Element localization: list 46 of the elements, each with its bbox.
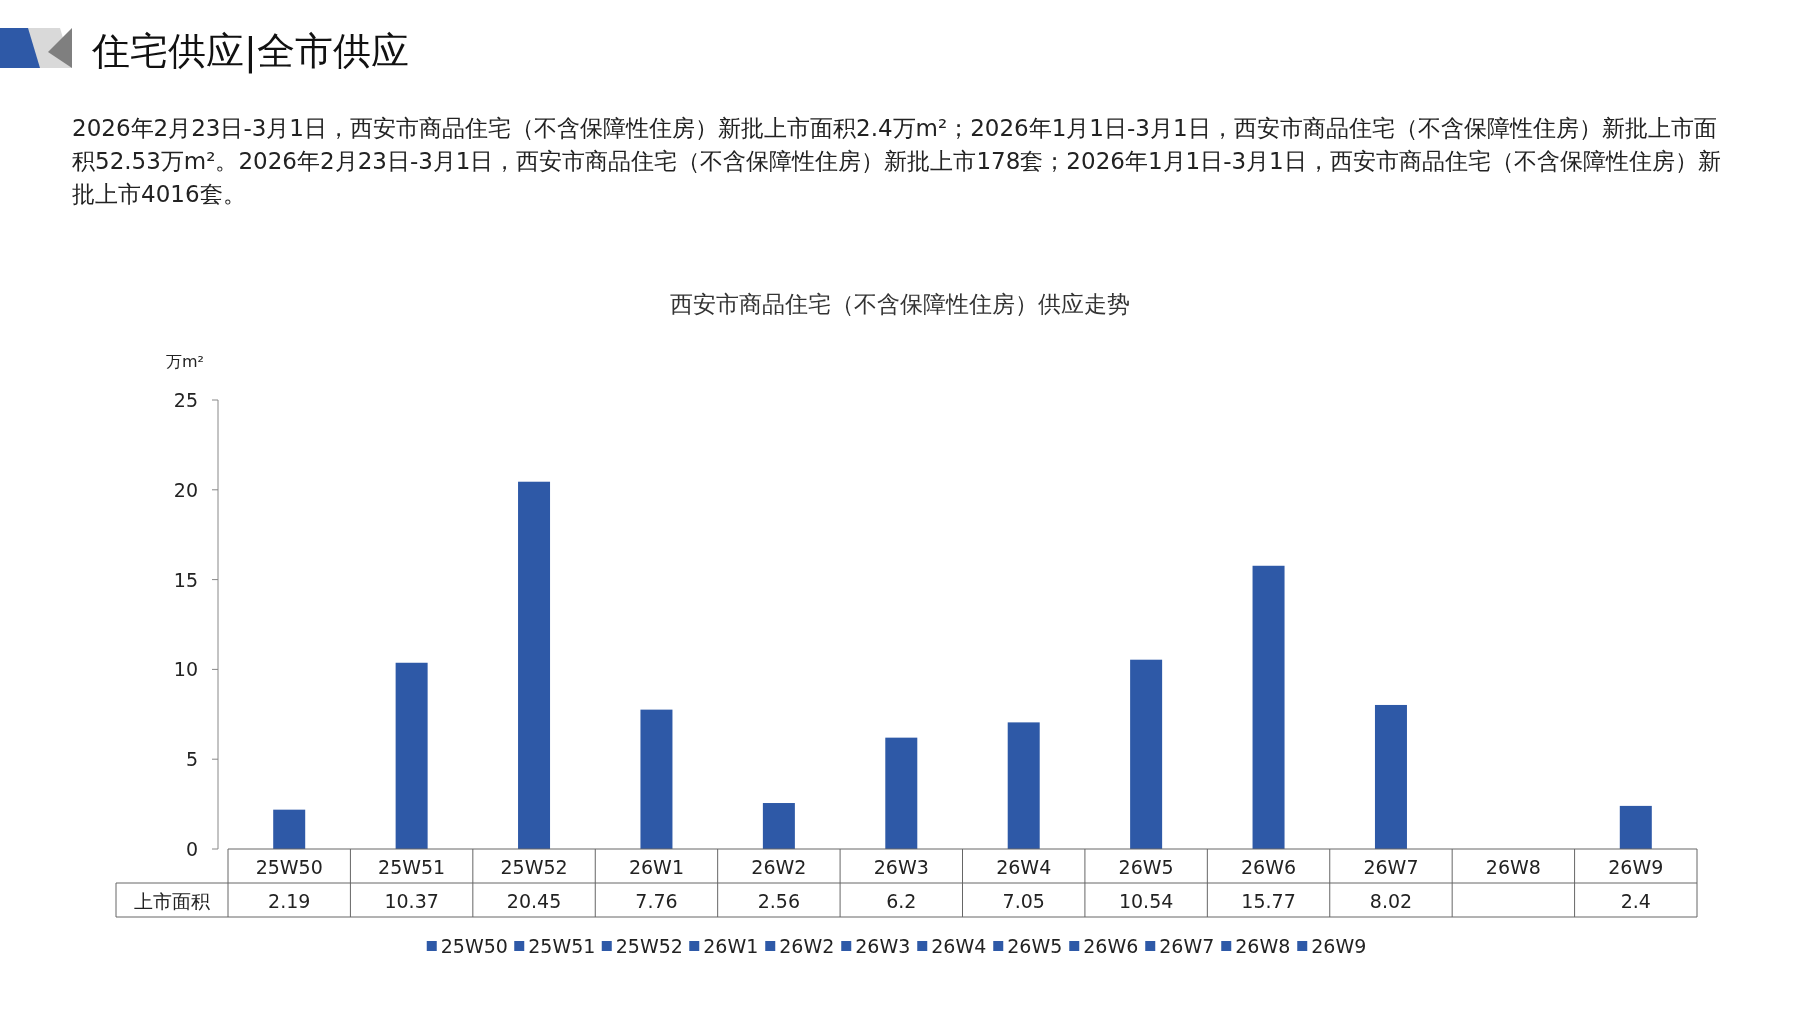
- category-label: 26W9: [1311, 935, 1367, 957]
- text: 上市面积: [134, 890, 210, 912]
- x-tick-label: 26W6: [1241, 856, 1297, 878]
- data-label: 6.2: [886, 890, 917, 912]
- data-label: 2.56: [757, 890, 801, 912]
- category-label: 26W8: [1235, 935, 1291, 957]
- data-label: 2.4: [1620, 890, 1651, 912]
- data-label: 10.54: [1118, 890, 1174, 912]
- x-tick-label: 26W7: [1363, 856, 1419, 878]
- y-tick-label: 10: [173, 658, 198, 681]
- x-tick-label: 25W50: [255, 856, 323, 878]
- y-tick-label: 25: [173, 389, 198, 411]
- x-tick-label: 25W51: [378, 856, 446, 878]
- x-tick-label: 26W4: [996, 856, 1052, 878]
- category-label: 26W5: [1007, 935, 1063, 957]
- data-label: 2.19: [268, 890, 311, 912]
- y-tick-label: 0: [185, 838, 198, 860]
- x-tick-label: 25W52: [500, 856, 568, 878]
- data-label: 15.77: [1241, 890, 1296, 912]
- x-tick-label: 26W5: [1118, 856, 1174, 878]
- text: 2026年2月23日-3月1日，西安市商品住宅（不含保障性住房）新批上市面积2.4万m²；2026年1月1日-3月1日，西安市商品住宅（不含保障性住房）新批上市面积52.53万m²。2026年2月23日-3月1日，西安市商品住宅（不含保障性住房）新批上市178套；2026年1月1日-3月1日，西安市商品住宅（不含保障性住房）新批上市4016套。: [72, 114, 1722, 209]
- x-tick-label: 26W3: [873, 856, 929, 878]
- chart-subtitle: 住宅供应|全市供应: [91, 29, 409, 74]
- chart-title: 西安市商品住宅（不含保障性住房）供应走势: [670, 291, 1130, 317]
- data-label: 7.76: [635, 890, 678, 912]
- x-tick-label: 26W1: [628, 856, 684, 878]
- category-label: 26W7: [1159, 935, 1215, 957]
- category-label: 25W51: [528, 935, 596, 957]
- data-label: 10.37: [384, 890, 439, 912]
- data-label: 20.45: [506, 890, 562, 912]
- data-label: 8.02: [1369, 890, 1413, 912]
- y-tick-label: 15: [173, 568, 198, 591]
- x-tick-label: 26W9: [1608, 856, 1664, 878]
- y-tick-label: 20: [173, 478, 198, 501]
- category-label: 25W52: [615, 935, 683, 957]
- data-label: 7.05: [1002, 890, 1045, 912]
- category-label: 25W50: [440, 935, 508, 957]
- x-tick-label: 26W8: [1485, 856, 1541, 878]
- category-label: 26W1: [703, 935, 759, 957]
- x-tick-label: 26W2: [751, 856, 807, 878]
- category-label: 26W4: [931, 935, 987, 957]
- category-label: 26W6: [1083, 935, 1139, 957]
- y-axis-title: 万m²: [166, 352, 204, 371]
- category-label: 26W2: [779, 935, 835, 957]
- category-label: 26W3: [855, 935, 911, 957]
- y-tick-label: 5: [185, 748, 198, 771]
